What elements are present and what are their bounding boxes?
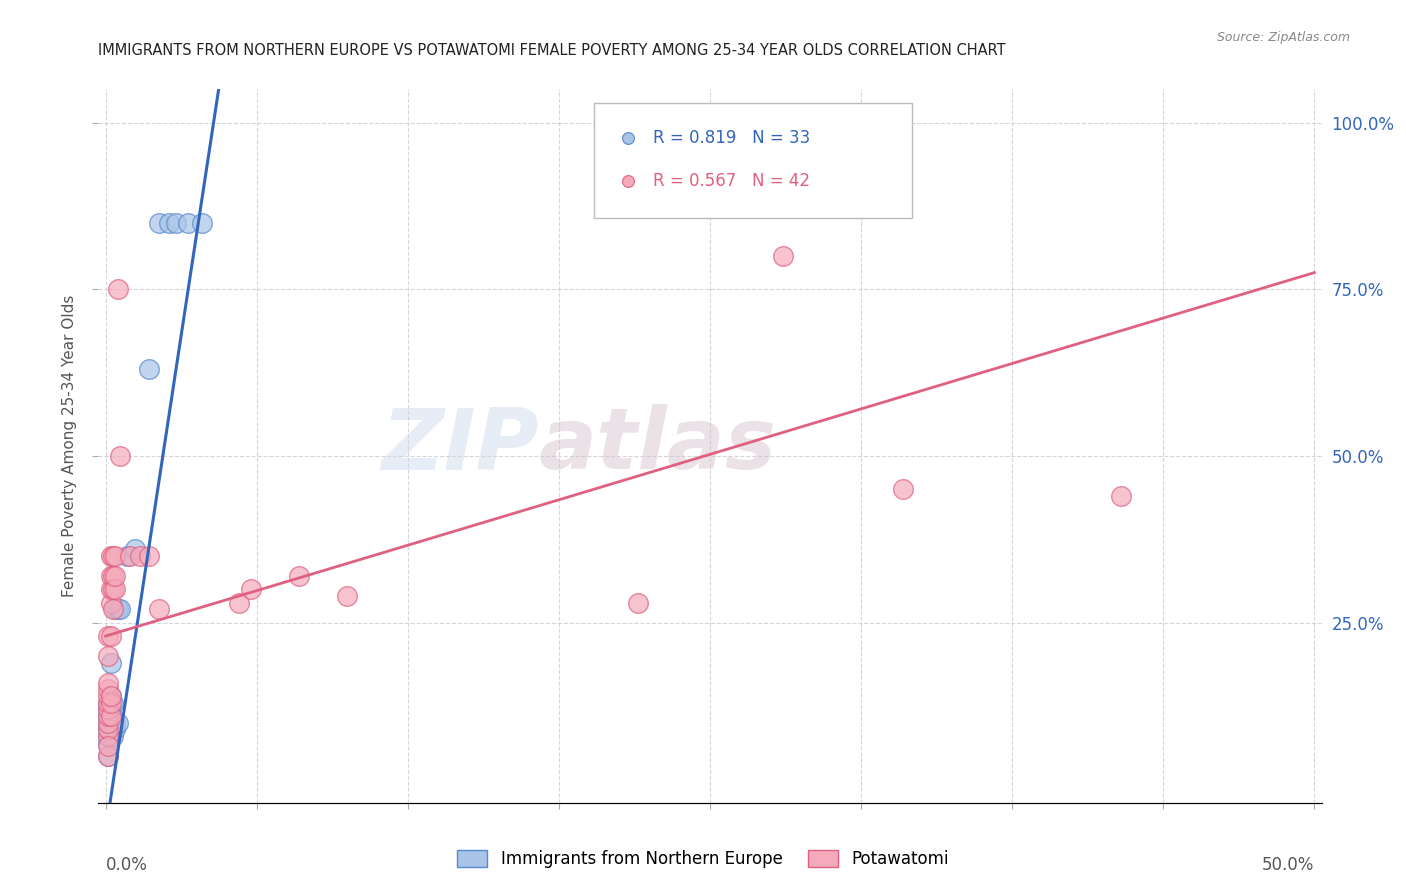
Text: Source: ZipAtlas.com: Source: ZipAtlas.com <box>1216 31 1350 45</box>
Point <box>1142 161 1164 175</box>
Point <box>101 549 124 563</box>
Point <box>101 723 124 737</box>
Point <box>128 549 150 563</box>
Point <box>100 582 122 597</box>
Point <box>100 629 122 643</box>
Text: atlas: atlas <box>538 404 778 488</box>
Point <box>100 702 122 716</box>
Point <box>100 715 122 730</box>
Point <box>893 483 915 497</box>
Point <box>117 549 139 563</box>
Point <box>97 702 120 716</box>
Text: IMMIGRANTS FROM NORTHERN EUROPE VS POTAWATOMI FEMALE POVERTY AMONG 25-34 YEAR OL: IMMIGRANTS FROM NORTHERN EUROPE VS POTAW… <box>98 43 1007 58</box>
Point <box>104 723 127 737</box>
Point <box>100 656 122 670</box>
Legend: Immigrants from Northern Europe, Potawatomi: Immigrants from Northern Europe, Potawat… <box>451 843 955 875</box>
Point <box>104 549 127 563</box>
Point <box>148 216 170 230</box>
Point <box>97 749 120 764</box>
Point <box>97 709 120 723</box>
Point <box>100 696 122 710</box>
Point <box>97 675 120 690</box>
Point <box>97 723 120 737</box>
Text: ZIP: ZIP <box>381 404 538 488</box>
Point <box>772 249 794 263</box>
Y-axis label: Female Poverty Among 25-34 Year Olds: Female Poverty Among 25-34 Year Olds <box>62 295 77 597</box>
Point <box>104 715 127 730</box>
Point <box>191 216 214 230</box>
Point <box>157 216 180 230</box>
Point <box>101 602 124 616</box>
Point <box>100 689 122 703</box>
Point <box>101 696 124 710</box>
Point <box>138 362 160 376</box>
Point <box>97 709 120 723</box>
Point <box>100 729 122 743</box>
Point <box>107 715 129 730</box>
Point <box>97 696 120 710</box>
Point <box>1142 201 1164 215</box>
Point <box>228 596 250 610</box>
Point <box>101 715 124 730</box>
Point <box>165 216 187 230</box>
Point <box>104 602 127 616</box>
Point <box>101 569 124 583</box>
Point <box>336 589 359 603</box>
Point <box>108 449 131 463</box>
Point <box>97 715 120 730</box>
Point <box>148 602 170 616</box>
Point <box>100 569 122 583</box>
FancyBboxPatch shape <box>593 103 912 218</box>
Point <box>239 582 262 597</box>
Point <box>97 689 120 703</box>
Point <box>100 689 122 703</box>
Point <box>288 569 311 583</box>
Point <box>97 723 120 737</box>
Point <box>100 709 122 723</box>
Point <box>104 582 127 597</box>
Point <box>97 629 120 643</box>
Point <box>100 549 122 563</box>
Point <box>97 729 120 743</box>
Point <box>97 702 120 716</box>
Text: 0.0%: 0.0% <box>105 856 148 874</box>
Point <box>97 715 120 730</box>
Point <box>97 696 120 710</box>
Point <box>100 723 122 737</box>
Point <box>97 736 120 750</box>
Point <box>104 569 127 583</box>
Text: R = 0.819   N = 33: R = 0.819 N = 33 <box>652 128 810 146</box>
Point <box>107 282 129 296</box>
Point <box>100 709 122 723</box>
Point <box>138 549 160 563</box>
Point <box>107 602 129 616</box>
Point <box>177 216 200 230</box>
Point <box>100 596 122 610</box>
Point <box>108 602 131 616</box>
Point <box>124 542 146 557</box>
Point <box>101 729 124 743</box>
Point <box>97 649 120 664</box>
Point <box>97 682 120 697</box>
Point <box>118 549 141 563</box>
Point <box>626 596 648 610</box>
Point <box>97 739 120 753</box>
Point <box>97 729 120 743</box>
Text: 50.0%: 50.0% <box>1263 856 1315 874</box>
Point <box>97 749 120 764</box>
Point <box>1109 489 1132 503</box>
Point <box>101 582 124 597</box>
Text: R = 0.567   N = 42: R = 0.567 N = 42 <box>652 171 810 189</box>
